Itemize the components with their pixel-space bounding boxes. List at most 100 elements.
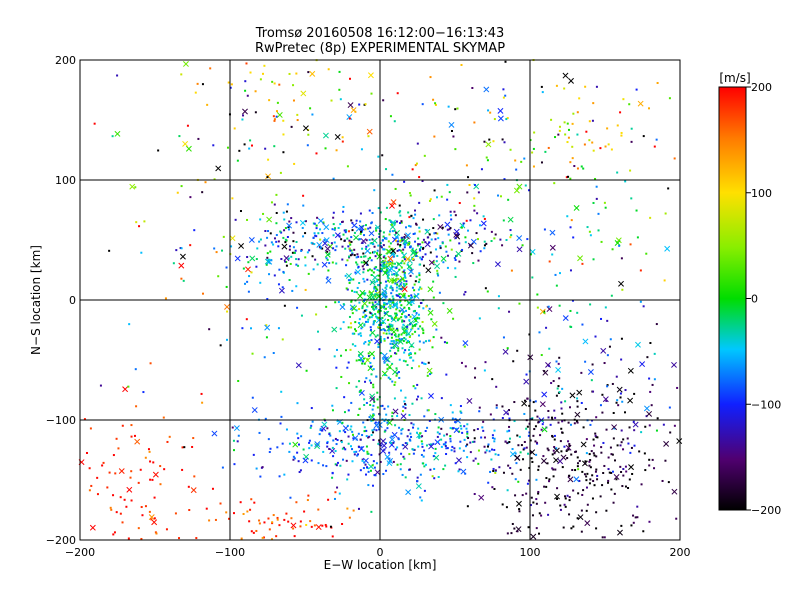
data-point: [483, 140, 486, 143]
data-point: [582, 426, 585, 429]
data-point: [193, 229, 196, 232]
data-point: [277, 240, 280, 243]
data-point: [340, 354, 343, 357]
data-point: [219, 344, 222, 347]
data-point-x: [238, 242, 245, 249]
data-point: [506, 532, 509, 535]
data-point: [406, 435, 409, 438]
data-point: [362, 357, 365, 360]
data-point: [605, 428, 608, 431]
data-point: [181, 468, 184, 471]
data-point: [335, 245, 338, 248]
data-point: [383, 254, 386, 257]
data-point: [490, 458, 493, 461]
data-point: [530, 496, 533, 499]
data-point: [593, 444, 596, 447]
data-point: [573, 422, 576, 425]
data-point: [555, 447, 558, 450]
data-point: [338, 88, 341, 91]
data-point: [607, 143, 610, 146]
data-point-x: [389, 202, 395, 209]
data-point: [344, 247, 347, 250]
data-point-x: [587, 369, 594, 375]
data-point: [421, 180, 424, 183]
data-point: [334, 491, 337, 494]
data-point: [399, 283, 402, 286]
data-point: [667, 481, 670, 484]
data-point: [540, 428, 543, 431]
data-point: [571, 299, 574, 302]
data-point: [392, 460, 395, 463]
data-point: [397, 339, 400, 342]
data-point: [403, 284, 406, 287]
data-point: [434, 447, 437, 450]
data-point: [326, 276, 329, 279]
data-point: [201, 191, 204, 194]
data-point: [341, 140, 344, 143]
data-point: [250, 530, 253, 533]
data-point: [302, 194, 305, 197]
data-point: [547, 409, 550, 412]
data-point: [149, 478, 152, 481]
data-point: [435, 328, 438, 331]
data-point: [493, 448, 496, 451]
data-point: [373, 428, 376, 431]
data-point: [162, 416, 165, 419]
data-point-x: [562, 72, 569, 79]
data-point: [285, 210, 288, 213]
data-point-x: [286, 222, 293, 229]
data-point: [492, 470, 495, 473]
data-point: [434, 102, 437, 105]
data-point: [428, 233, 431, 236]
data-point: [372, 323, 375, 326]
data-point: [93, 122, 96, 125]
data-point: [558, 391, 561, 394]
data-point: [296, 402, 299, 405]
data-point: [371, 314, 374, 317]
data-point: [333, 241, 336, 244]
data-point: [619, 465, 622, 468]
data-point: [364, 103, 367, 106]
data-point-x: [385, 248, 392, 255]
data-point: [606, 385, 609, 388]
data-point: [559, 440, 562, 443]
data-point: [315, 227, 318, 230]
data-point: [467, 176, 470, 179]
data-point-x: [503, 409, 510, 416]
data-point: [383, 267, 386, 270]
data-point: [372, 418, 375, 421]
data-point: [418, 274, 421, 277]
data-point: [419, 496, 422, 499]
data-point: [486, 290, 489, 293]
data-point: [386, 363, 389, 366]
data-point: [582, 489, 585, 492]
data-point: [631, 472, 634, 475]
data-point: [348, 516, 351, 519]
data-point: [643, 452, 646, 455]
x-tick-label: −200: [65, 546, 95, 559]
data-point: [342, 233, 345, 236]
data-point: [363, 261, 366, 264]
data-point: [353, 248, 356, 251]
data-point: [491, 434, 494, 437]
data-point: [408, 265, 411, 268]
data-point: [403, 400, 406, 403]
data-point: [326, 427, 329, 430]
data-point: [429, 76, 432, 79]
data-point: [346, 478, 349, 481]
data-point: [541, 91, 544, 94]
data-point: [638, 450, 641, 453]
data-point: [239, 501, 242, 504]
data-point: [400, 262, 403, 265]
data-point: [551, 418, 554, 421]
data-point-x: [299, 219, 306, 226]
data-point: [391, 411, 394, 414]
data-point: [462, 449, 465, 452]
data-point: [548, 347, 551, 350]
data-point: [563, 445, 566, 448]
data-point: [529, 451, 532, 454]
data-point: [353, 332, 356, 335]
data-point: [502, 219, 505, 222]
data-point: [382, 248, 385, 251]
data-point: [589, 234, 592, 237]
